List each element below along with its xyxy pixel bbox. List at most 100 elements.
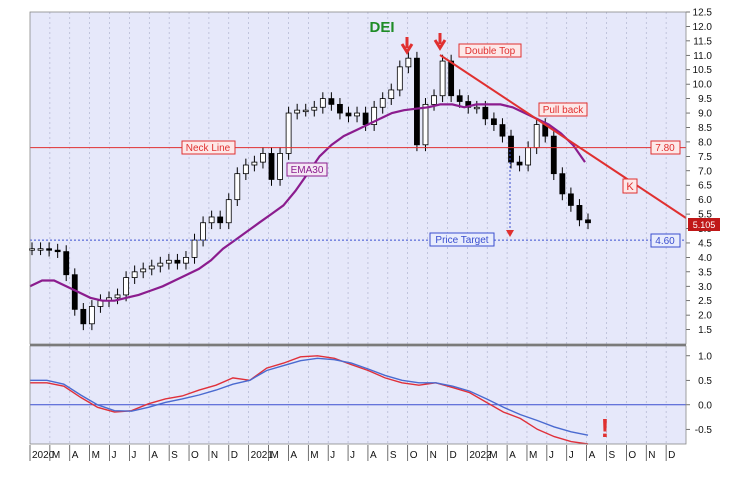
warning-exclamation: !	[601, 413, 610, 443]
candle-body	[191, 239, 198, 258]
candle-body	[225, 199, 232, 224]
price-panel-background	[30, 12, 686, 344]
x-tick-label: O	[628, 450, 636, 461]
x-tick-label: S	[390, 450, 397, 461]
x-tick-label: N	[430, 450, 437, 461]
oscillator-panel-background	[30, 346, 686, 444]
candle-body	[294, 109, 301, 114]
y-tick-label: 8.0	[698, 137, 712, 148]
candle-body	[414, 57, 420, 146]
x-tick-label: M	[529, 450, 537, 461]
svg-text:Pull back: Pull back	[543, 105, 585, 116]
oscillator-blue-line	[30, 357, 589, 436]
y-tick-label: 1.0	[698, 351, 712, 362]
y-tick-label: 5.5	[698, 210, 712, 221]
candle-body	[114, 294, 121, 299]
candle-body	[131, 271, 138, 278]
candle-body	[456, 95, 463, 102]
double-top-label: Double Top	[458, 43, 522, 58]
x-tick-label: O	[410, 450, 418, 461]
x-tick-label: A	[72, 450, 79, 461]
y-tick-label: 7.5	[698, 152, 712, 163]
svg-text:EMA30: EMA30	[291, 165, 324, 176]
candlesticks	[29, 51, 591, 331]
target-value-badge: 4.60	[650, 233, 681, 248]
svg-text:K: K	[626, 181, 634, 193]
x-tick-label: M	[310, 450, 318, 461]
y-tick-label: 3.5	[698, 267, 712, 278]
candle-body	[63, 251, 70, 276]
y-tick-label: 4.0	[698, 253, 712, 264]
x-tick-label: M	[92, 450, 100, 461]
candle-body	[200, 222, 206, 241]
x-tick-label: N	[648, 450, 655, 461]
top-arrow-1	[400, 37, 414, 55]
x-tick-label: J	[549, 450, 554, 461]
y-tick-label: 10.5	[693, 65, 713, 76]
candle-body	[354, 112, 360, 117]
x-tick-label: J	[350, 450, 355, 461]
price-panel-border	[29, 11, 687, 345]
x-tick-label: O	[191, 450, 199, 461]
y-tick-label: -0.5	[695, 425, 713, 436]
y-tick-label: 8.5	[698, 123, 712, 134]
candle-body	[80, 308, 87, 325]
candle-body	[174, 259, 181, 264]
pull-back-label: Pull back	[538, 102, 588, 117]
candle-body	[516, 161, 523, 166]
candle-body	[234, 173, 241, 201]
candle-body	[242, 164, 249, 175]
candle-body	[208, 216, 215, 224]
candle-body	[439, 60, 446, 97]
candle-body	[140, 268, 147, 273]
y-tick-label: 9.0	[698, 109, 712, 120]
x-tick-label: M	[52, 450, 60, 461]
y-tick-label: 10.0	[693, 80, 713, 91]
candle-body	[482, 106, 489, 120]
candle-body	[328, 98, 335, 105]
y-tick-label: 11.0	[693, 51, 712, 62]
candle-body	[491, 118, 497, 125]
candle-body	[379, 98, 386, 108]
x-tick-label: D	[668, 450, 675, 461]
x-tick-label: J	[112, 450, 117, 461]
candle-body	[371, 106, 378, 125]
candle-body	[345, 112, 352, 117]
svg-text:7.80: 7.80	[655, 143, 675, 154]
x-tick-label: M	[271, 450, 279, 461]
svg-text:Neck Line: Neck Line	[186, 143, 231, 154]
candle-body	[473, 106, 480, 110]
x-tick-label: A	[589, 450, 596, 461]
x-tick-label: 2022	[469, 450, 492, 461]
x-tick-label: D	[449, 450, 456, 461]
candle-body	[396, 66, 403, 91]
grid-lines	[49, 12, 667, 444]
chart-title: DEI	[369, 19, 394, 36]
top-arrow-2	[433, 33, 447, 51]
candle-body	[251, 161, 258, 166]
candle-body	[431, 95, 437, 105]
candle-body	[362, 112, 369, 125]
x-axis-strip	[30, 445, 686, 463]
y-tick-label: 4.5	[698, 238, 712, 249]
candle-body	[260, 153, 266, 163]
candle-body	[388, 89, 395, 100]
x-tick-label: J	[569, 450, 574, 461]
price-y-axis: 12.5 12.0 11.5 11.0 10.5 10.0 9.5 9.0 8.5 8.0 7.5 7…	[686, 8, 713, 336]
candle-body	[29, 248, 35, 251]
y-tick-label: 12.0	[693, 22, 713, 33]
svg-text:5.105: 5.105	[693, 220, 716, 230]
ema30-label: EMA30	[286, 162, 328, 177]
svg-text:4.60: 4.60	[655, 236, 675, 247]
candle-body	[567, 193, 574, 206]
y-tick-label: 1.5	[698, 325, 712, 336]
oscillator-panel-border	[29, 345, 687, 445]
candle-body	[585, 219, 591, 224]
candle-body	[54, 249, 61, 253]
downtrend-line	[439, 54, 687, 219]
y-tick-label: 6.0	[698, 195, 712, 206]
candle-body	[268, 153, 275, 180]
candle-body	[37, 248, 44, 251]
candle-body	[165, 259, 172, 264]
